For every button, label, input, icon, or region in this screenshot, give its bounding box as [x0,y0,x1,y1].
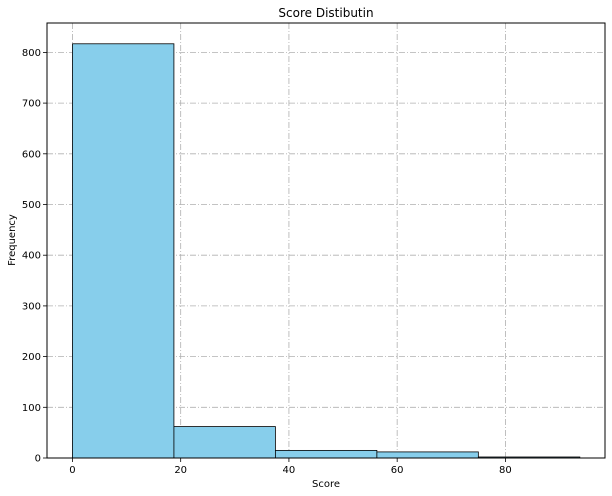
x-tick-label: 80 [499,465,512,476]
histogram-bar [274,449,378,459]
bars [72,43,581,459]
y-tick-label: 0 [35,454,41,465]
y-tick-label: 400 [22,251,41,262]
plot-frame [46,22,606,459]
histogram-bar [72,43,175,459]
y-tick-label: 800 [22,48,41,59]
y-axis-ticks: 0 100 200 300 400 500 600 700 800 [22,48,47,465]
y-tick-label: 600 [22,149,41,160]
y-tick-label: 500 [22,200,41,211]
y-tick-label: 200 [22,352,41,363]
x-axis-ticks: 0 20 40 60 80 [69,458,512,476]
y-tick-label: 300 [22,301,41,312]
x-tick-label: 0 [69,465,75,476]
y-tick-label: 700 [22,99,41,110]
x-tick-label: 20 [174,465,187,476]
y-tick-label: 100 [22,403,41,414]
histogram-bar [376,451,479,459]
x-tick-label: 60 [391,465,404,476]
histogram-bar [173,426,276,459]
x-tick-label: 40 [283,465,296,476]
x-axis-label: Score [312,479,340,490]
chart-title: Score Distibutin [278,6,373,20]
y-axis-label: Frequency [7,214,18,266]
